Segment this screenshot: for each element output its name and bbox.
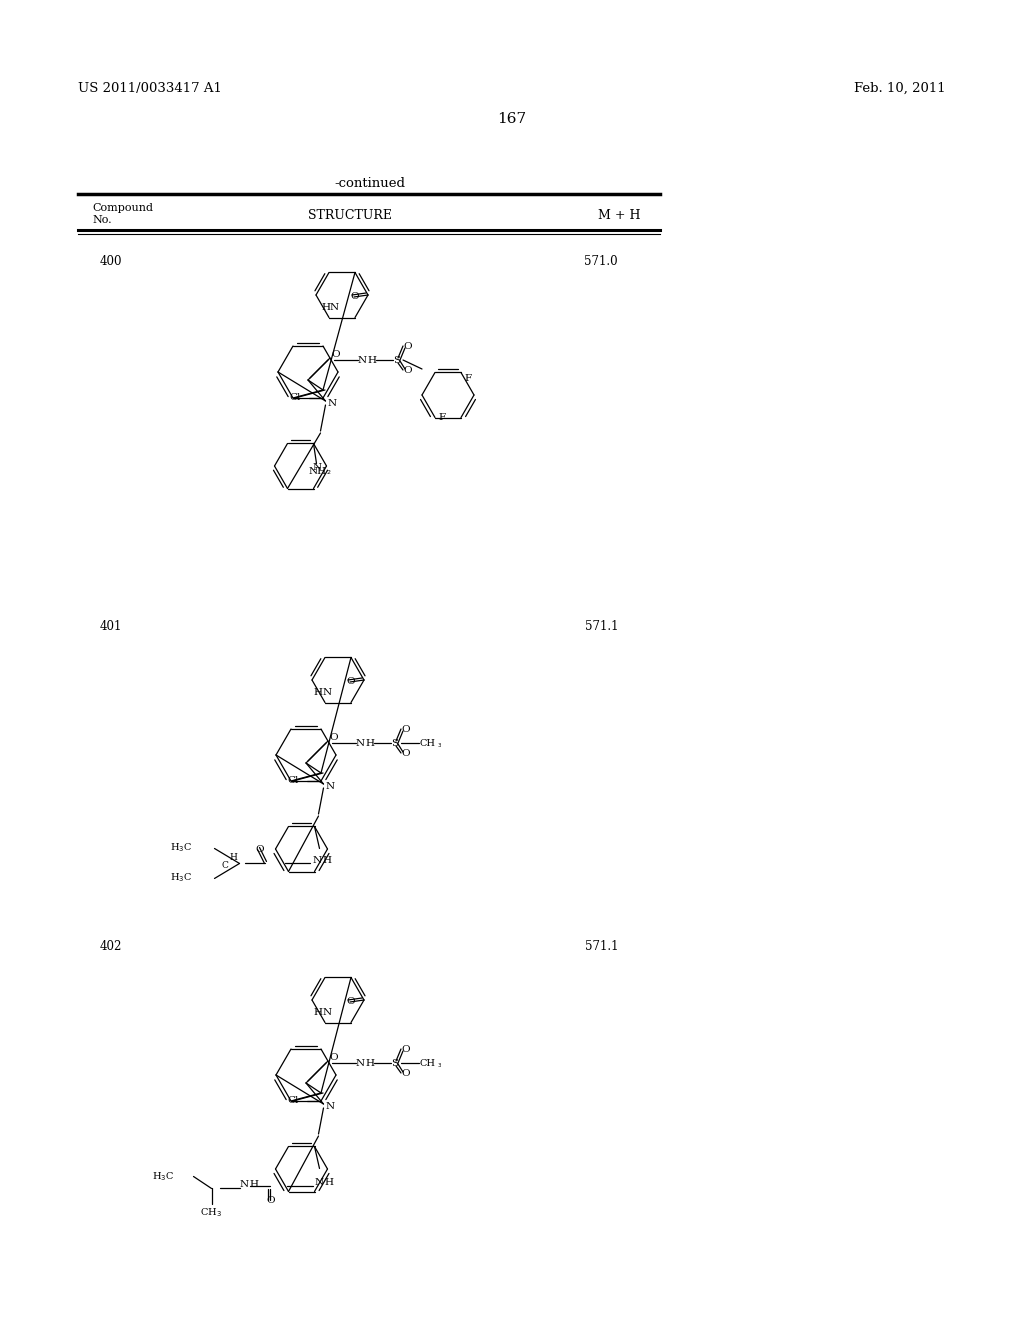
Text: H: H xyxy=(365,1059,374,1068)
Text: S: S xyxy=(393,356,400,366)
Text: N: N xyxy=(358,356,368,366)
Text: $_3$: $_3$ xyxy=(437,741,442,750)
Text: HN: HN xyxy=(321,302,339,312)
Text: Cl: Cl xyxy=(287,776,298,785)
Text: O: O xyxy=(401,1069,410,1078)
Text: Feb. 10, 2011: Feb. 10, 2011 xyxy=(854,82,946,95)
Text: O: O xyxy=(256,846,264,854)
Text: $_3$: $_3$ xyxy=(437,1061,442,1071)
Text: H: H xyxy=(313,688,322,697)
Text: $_2$: $_2$ xyxy=(327,469,332,478)
Text: N: N xyxy=(312,857,322,866)
Text: US 2011/0033417 A1: US 2011/0033417 A1 xyxy=(78,82,222,95)
Text: H: H xyxy=(367,356,376,366)
Text: M + H: M + H xyxy=(597,209,640,222)
Text: O: O xyxy=(331,350,340,359)
Text: 571.1: 571.1 xyxy=(585,940,618,953)
Text: O: O xyxy=(346,997,354,1006)
Text: O: O xyxy=(403,366,412,375)
Text: N: N xyxy=(323,688,332,697)
Text: 401: 401 xyxy=(100,620,123,634)
Text: H: H xyxy=(313,1007,322,1016)
Text: F: F xyxy=(464,375,471,384)
Text: N: N xyxy=(323,1007,332,1016)
Text: O: O xyxy=(401,748,410,758)
Text: H$_3$C: H$_3$C xyxy=(170,871,191,884)
Text: 400: 400 xyxy=(100,255,123,268)
Text: O: O xyxy=(350,292,358,301)
Text: -continued: -continued xyxy=(335,177,406,190)
Text: N: N xyxy=(314,1179,324,1188)
Text: O: O xyxy=(403,342,412,351)
Text: N: N xyxy=(312,463,322,473)
Text: N: N xyxy=(326,781,335,791)
Text: 571.1: 571.1 xyxy=(585,620,618,634)
Text: O: O xyxy=(401,725,410,734)
Text: 571.0: 571.0 xyxy=(585,255,618,268)
Text: Compound: Compound xyxy=(92,203,153,213)
Text: CH: CH xyxy=(419,1059,435,1068)
Text: 402: 402 xyxy=(100,940,123,953)
Text: Cl: Cl xyxy=(287,1096,298,1105)
Text: Cl: Cl xyxy=(289,393,300,403)
Text: N: N xyxy=(328,399,337,408)
Text: CH: CH xyxy=(419,739,435,748)
Text: C: C xyxy=(221,862,228,870)
Text: H: H xyxy=(323,857,332,866)
Text: H$_3$C: H$_3$C xyxy=(170,841,191,854)
Text: N: N xyxy=(240,1180,249,1189)
Text: 167: 167 xyxy=(498,112,526,125)
Text: H: H xyxy=(250,1180,258,1189)
Text: CH$_3$: CH$_3$ xyxy=(200,1206,221,1220)
Text: NH: NH xyxy=(308,467,327,477)
Text: H: H xyxy=(365,739,374,748)
Text: S: S xyxy=(391,1059,398,1068)
Text: No.: No. xyxy=(92,215,112,224)
Text: STRUCTURE: STRUCTURE xyxy=(308,209,392,222)
Text: N: N xyxy=(356,1059,366,1068)
Text: H: H xyxy=(229,854,238,862)
Text: N: N xyxy=(356,739,366,748)
Text: O: O xyxy=(329,733,338,742)
Text: O: O xyxy=(266,1196,275,1205)
Text: H$_3$C: H$_3$C xyxy=(152,1171,174,1183)
Text: N: N xyxy=(326,1102,335,1111)
Text: H: H xyxy=(325,1179,334,1188)
Text: O: O xyxy=(329,1053,338,1063)
Text: S: S xyxy=(391,739,398,748)
Text: O: O xyxy=(401,1045,410,1053)
Text: F: F xyxy=(438,413,445,421)
Text: O: O xyxy=(346,677,354,686)
